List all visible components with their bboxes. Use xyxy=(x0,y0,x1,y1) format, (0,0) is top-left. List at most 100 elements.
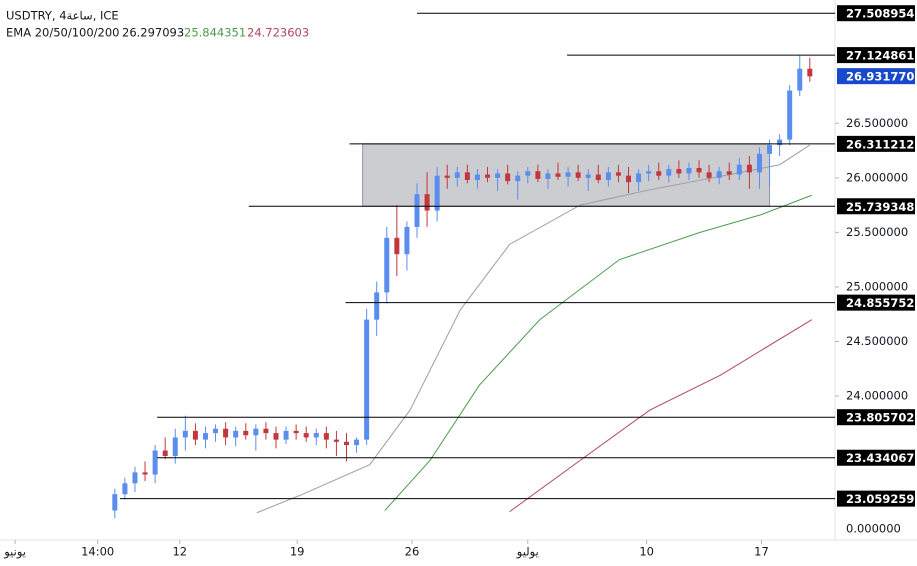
level-label: 27.508954 xyxy=(846,7,914,21)
candle-body xyxy=(807,68,813,77)
level-label: 23.434067 xyxy=(846,451,914,465)
x-tick-label: 10 xyxy=(639,545,654,559)
candle-body xyxy=(716,171,722,178)
candle-body xyxy=(253,428,259,436)
candle-body xyxy=(726,171,732,175)
candle-body xyxy=(323,433,329,440)
candle-body xyxy=(142,472,148,475)
y-tick-label: 26.500000 xyxy=(846,116,908,130)
ema-line xyxy=(256,144,811,514)
candle-body xyxy=(343,441,349,446)
candle-body xyxy=(736,164,742,175)
x-tick-label: يونيو xyxy=(3,545,26,560)
candle-body xyxy=(575,172,581,178)
candle-body xyxy=(112,494,118,511)
x-tick-label: 17 xyxy=(754,545,769,559)
candle-body xyxy=(122,483,128,495)
candle-body xyxy=(686,168,692,174)
candle-body xyxy=(263,428,269,434)
level-label: 23.805702 xyxy=(846,411,914,425)
candle-body xyxy=(485,174,491,178)
candle-body xyxy=(585,174,591,178)
candle-body xyxy=(636,173,642,183)
candle-body xyxy=(273,433,279,440)
candle-body xyxy=(424,194,430,211)
candle-body xyxy=(192,430,198,440)
y-tick-label: 25.000000 xyxy=(846,279,908,293)
x-tick-label: 26 xyxy=(405,545,420,559)
candle-body xyxy=(615,172,621,176)
candle-body xyxy=(787,90,793,140)
candle-body xyxy=(404,226,410,255)
y-tick-label: 24.500000 xyxy=(846,334,908,348)
candle-body xyxy=(535,171,541,179)
candle-body xyxy=(656,171,662,176)
candle-body xyxy=(525,171,531,176)
candle-body xyxy=(414,194,420,227)
level-label-bg xyxy=(837,198,915,215)
candle-body xyxy=(767,145,773,154)
candle-body xyxy=(555,173,561,177)
candle-body xyxy=(384,237,390,293)
level-label-bg xyxy=(837,449,915,466)
candle-body xyxy=(746,164,752,173)
level-label-bg xyxy=(837,135,915,152)
candle-body xyxy=(565,172,571,177)
level-label-bg xyxy=(837,294,915,311)
secondary-scale-label: 0.000000 xyxy=(846,522,901,536)
candle-body xyxy=(666,169,672,176)
x-tick-label: 14:00 xyxy=(81,545,114,559)
candle-body xyxy=(313,433,319,438)
candle-body xyxy=(464,172,470,180)
last-price-bg xyxy=(837,68,915,85)
level-label: 23.059259 xyxy=(846,492,914,506)
x-tick-label: 12 xyxy=(172,545,187,559)
level-label: 26.311212 xyxy=(846,137,914,151)
candle-body xyxy=(283,430,289,440)
candle-body xyxy=(364,319,370,440)
candle-body xyxy=(545,173,551,179)
candle-body xyxy=(515,175,521,182)
level-label-bg xyxy=(837,490,915,507)
legend-value: 26.297093 xyxy=(122,26,184,40)
y-tick-label: 24.000000 xyxy=(846,389,908,403)
candle-body xyxy=(756,153,762,173)
candle-body xyxy=(374,292,380,320)
candle-body xyxy=(333,439,339,442)
candle-body xyxy=(646,171,652,174)
candle-body xyxy=(434,175,440,211)
x-tick-label: 19 xyxy=(290,545,305,559)
candle-body xyxy=(243,430,249,436)
candle-body xyxy=(595,174,601,180)
symbol-title: USDTRY, 4ساعة, ICE xyxy=(6,9,119,23)
last-price-label: 26.931770 xyxy=(846,70,914,84)
candle-body xyxy=(152,450,158,475)
candle-body xyxy=(676,169,682,174)
candle-body xyxy=(303,433,309,438)
legend-value: 24.723603 xyxy=(247,26,309,40)
candle-body xyxy=(162,450,168,456)
candle-body xyxy=(474,174,480,180)
candle-body xyxy=(505,173,511,182)
ema-line xyxy=(384,194,813,511)
candle-body xyxy=(172,437,178,456)
candle-body xyxy=(777,139,783,146)
candle-body xyxy=(233,430,239,438)
candle-body xyxy=(293,430,299,434)
y-tick-label: 25.500000 xyxy=(846,225,908,239)
candle-body xyxy=(706,172,712,178)
x-tick-label: يوليو xyxy=(516,545,539,560)
candle-body xyxy=(495,173,501,178)
legend-value: 25.844351 xyxy=(184,26,246,40)
candle-body xyxy=(182,430,188,438)
level-label-bg xyxy=(837,409,915,426)
level-label-bg xyxy=(837,47,915,64)
candle-body xyxy=(444,175,450,178)
candle-body xyxy=(454,172,460,178)
candle-body xyxy=(394,237,400,255)
candle-body xyxy=(213,428,219,434)
candle-body xyxy=(605,172,611,180)
indicator-name: EMA 20/50/100/200 xyxy=(6,26,120,40)
